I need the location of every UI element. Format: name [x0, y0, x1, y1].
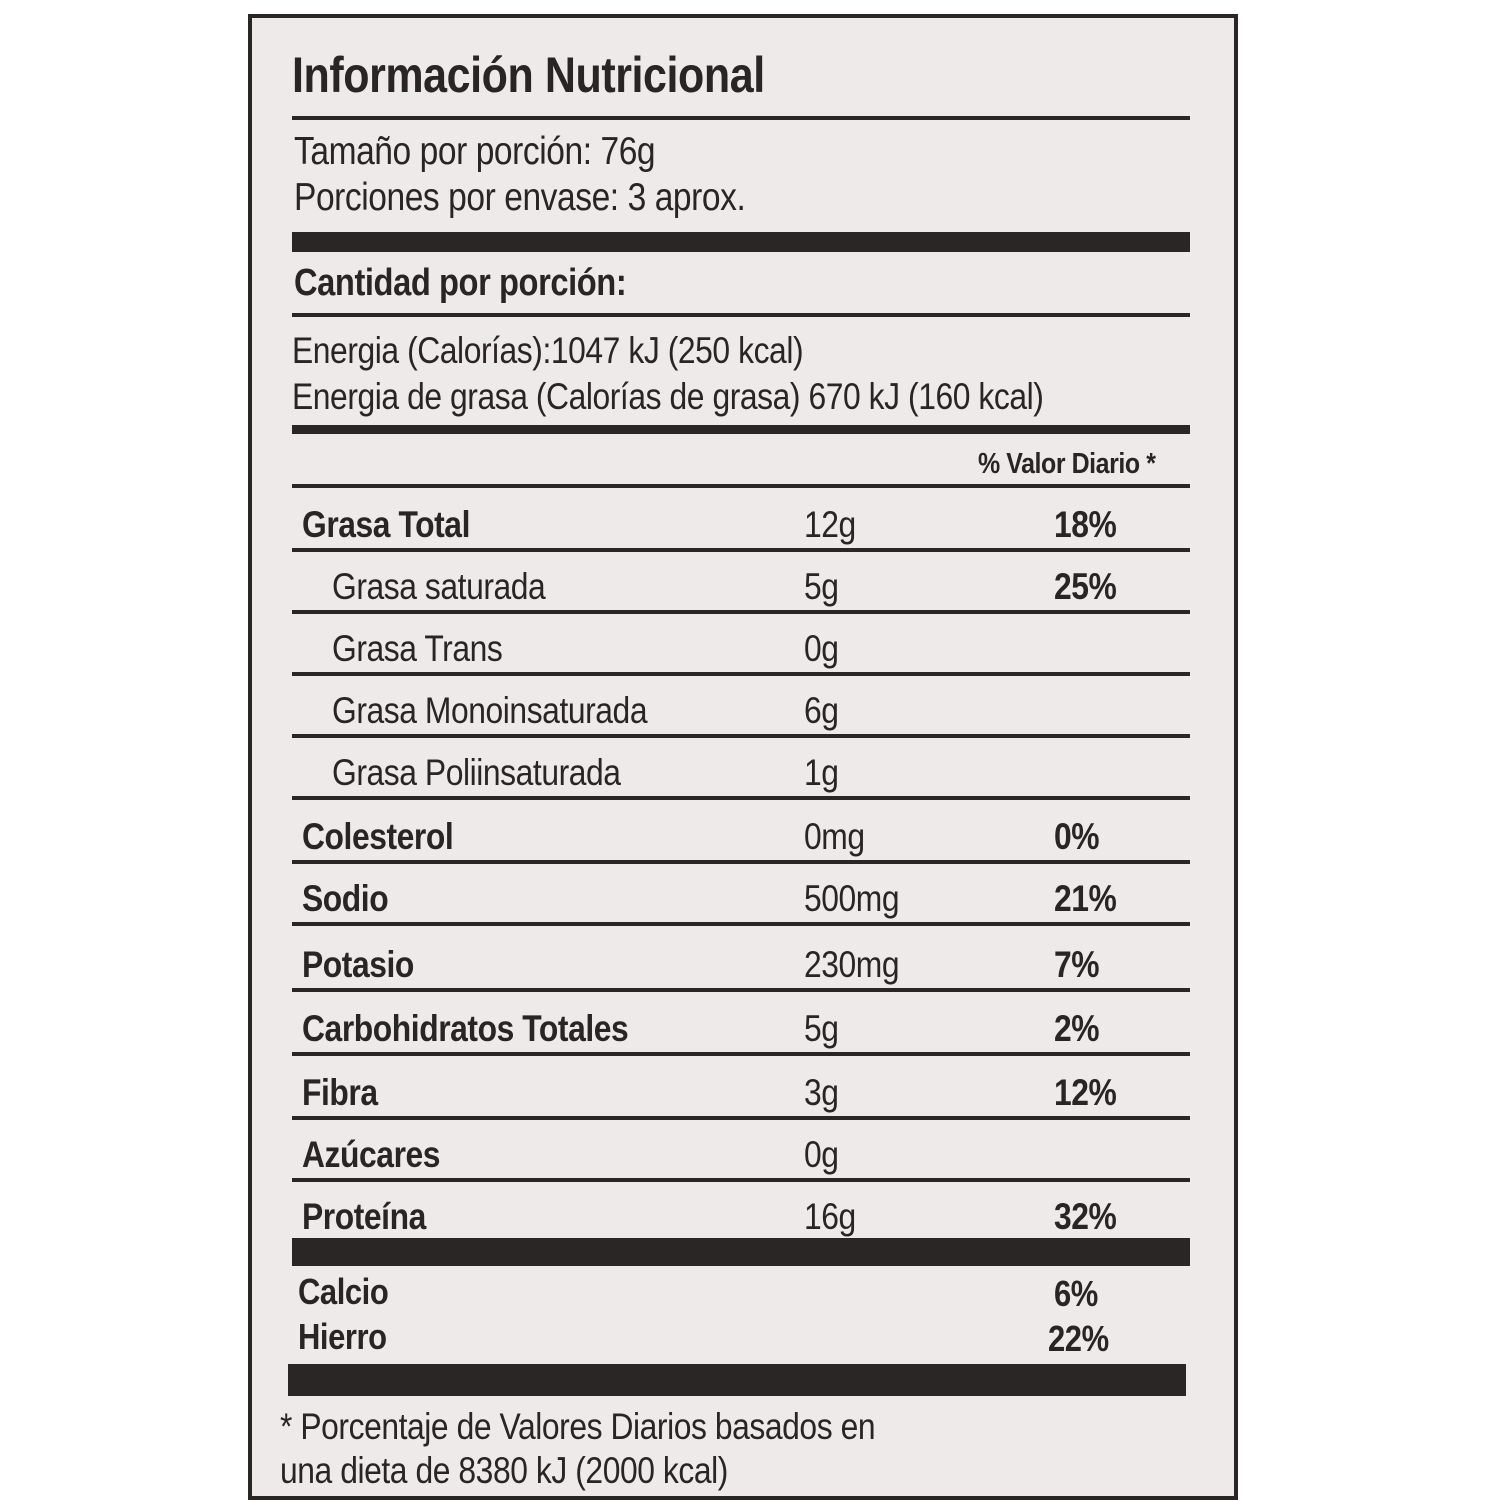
nutrition-label: Información Nutricional Tamaño por porci… [248, 14, 1238, 1500]
nutrient-daily-value: 7% [1054, 944, 1100, 985]
nutrient-amount: 5g [804, 566, 839, 607]
nutrient-name: Grasa Total [302, 504, 470, 545]
divider [292, 1178, 1190, 1182]
mineral-name: Hierro [298, 1316, 387, 1357]
nutrient-amount: 1g [804, 752, 839, 793]
nutrient-daily-value: 18% [1054, 504, 1117, 545]
servings-per-container: Porciones por envase: 3 aprox. [294, 176, 746, 219]
mineral-dv: 6% [1054, 1273, 1098, 1314]
nutrient-amount: 6g [804, 690, 839, 731]
footnote-line-2: una dieta de 8380 kJ (2000 kcal) [280, 1450, 728, 1491]
amount-per-serving: Cantidad por porción: [294, 262, 627, 304]
footnote-line-1: * Porcentaje de Valores Diarios basados … [280, 1406, 876, 1447]
nutrient-amount: 3g [804, 1072, 839, 1113]
divider-thick [292, 232, 1190, 252]
nutrient-name: Colesterol [302, 816, 454, 857]
nutrient-name: Grasa saturada [332, 566, 546, 607]
nutrient-name: Azúcares [302, 1134, 441, 1175]
nutrient-amount: 230mg [804, 944, 900, 985]
nutrient-amount: 0g [804, 1134, 839, 1175]
divider [292, 1052, 1190, 1056]
divider [292, 313, 1190, 317]
nutrient-name: Proteína [302, 1196, 426, 1237]
nutrient-daily-value: 32% [1054, 1196, 1117, 1237]
nutrient-name: Grasa Trans [332, 628, 503, 669]
divider-thick [288, 1364, 1186, 1396]
nutrient-name: Grasa Poliinsaturada [332, 752, 621, 793]
divider [292, 734, 1190, 738]
divider [292, 988, 1190, 992]
serving-size: Tamaño por porción: 76g [294, 130, 656, 173]
divider [292, 484, 1190, 488]
divider-medium [292, 425, 1190, 434]
divider [292, 796, 1190, 800]
daily-value-header: % Valor Diario * [978, 448, 1156, 480]
nutrient-name: Fibra [302, 1072, 378, 1113]
nutrient-amount: 0mg [804, 816, 865, 857]
nutrient-daily-value: 2% [1054, 1008, 1100, 1049]
nutrient-daily-value: 12% [1054, 1072, 1117, 1113]
divider [292, 672, 1190, 676]
nutrient-name: Potasio [302, 944, 414, 985]
nutrient-daily-value: 25% [1054, 566, 1117, 607]
divider [292, 1116, 1190, 1120]
label-title: Información Nutricional [292, 47, 765, 103]
divider [292, 610, 1190, 614]
nutrient-daily-value: 21% [1054, 878, 1117, 919]
divider [292, 860, 1190, 864]
mineral-name: Calcio [298, 1271, 389, 1312]
nutrient-name: Grasa Monoinsaturada [332, 690, 648, 731]
divider [292, 116, 1190, 120]
divider-thick [292, 1238, 1190, 1266]
nutrient-amount: 500mg [804, 878, 900, 919]
nutrient-amount: 0g [804, 628, 839, 669]
nutrient-name: Carbohidratos Totales [302, 1008, 629, 1049]
energy-from-fat: Energia de grasa (Calorías de grasa) 670… [292, 376, 1044, 417]
mineral-dv: 22% [1048, 1318, 1109, 1359]
energy: Energia (Calorías):1047 kJ (250 kcal) [292, 330, 804, 371]
nutrient-amount: 12g [804, 504, 856, 545]
nutrient-amount: 16g [804, 1196, 856, 1237]
nutrient-amount: 5g [804, 1008, 839, 1049]
nutrient-daily-value: 0% [1054, 816, 1100, 857]
divider [292, 922, 1190, 926]
nutrient-name: Sodio [302, 878, 389, 919]
divider [292, 548, 1190, 552]
